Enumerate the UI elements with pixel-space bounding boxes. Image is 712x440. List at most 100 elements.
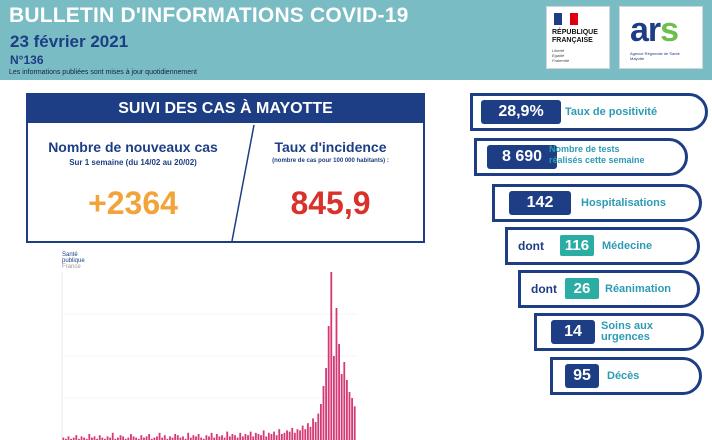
chart-bar (158, 432, 161, 440)
chart-bar (143, 437, 145, 440)
chart-bar (247, 435, 249, 440)
chart-bar (275, 435, 278, 440)
chart-bar (169, 436, 171, 440)
chart-bar (231, 434, 234, 440)
chart-bar (202, 438, 205, 440)
chart-bar (179, 437, 182, 440)
incidence-subtitle: (nombre de cas pour 100 000 habitants) : (272, 158, 389, 164)
chart-bar (327, 326, 330, 440)
indicator-label: Hospitalisations (581, 196, 666, 209)
chart-bar (184, 438, 187, 440)
chart-bar (104, 438, 106, 440)
chart-bar (228, 436, 231, 440)
chart-bar (265, 436, 268, 440)
chart-bar (273, 431, 275, 440)
chart-bar (218, 436, 221, 440)
chart-bar (117, 437, 119, 440)
chart-bar (291, 428, 294, 440)
indicator-value: 116 (560, 235, 594, 256)
chart-bar (166, 438, 169, 440)
chart-bar (288, 431, 291, 440)
chart-bar (72, 437, 75, 440)
chart-bar (171, 437, 174, 440)
indicator-prefix: dont (531, 282, 557, 296)
chart-bar (280, 434, 283, 440)
indicator-label-line: Nombre de tests (549, 144, 620, 154)
chart-bar (317, 413, 320, 440)
chart-bar (137, 438, 140, 440)
chart-bar (174, 434, 177, 440)
indicator-label: Soins aux urgences (601, 320, 653, 343)
chart-bar (176, 435, 179, 440)
chart-bar (215, 434, 218, 440)
chart-bar (67, 436, 70, 440)
update-note: Les informations publiées sont mises à j… (9, 69, 197, 76)
chart-bar (88, 434, 91, 440)
indicator-value: 28,9% (481, 100, 561, 124)
cases-summary-panel: SUIVI DES CAS À MAYOTTE Nombre de nouvea… (26, 93, 425, 243)
chart-bar (153, 437, 156, 440)
chart-bar (309, 426, 312, 440)
chart-bar (109, 437, 112, 440)
ars-wordmark: ars (630, 11, 679, 49)
ars-sub-2: Mayotte (630, 56, 645, 61)
chart-bar (325, 368, 327, 440)
chart-bar (286, 430, 288, 440)
bulletin-date: 23 février 2021 (10, 32, 129, 51)
chart-bar (257, 434, 260, 440)
chart-bar (296, 429, 299, 440)
chart-bar (140, 435, 143, 440)
daily-cases-chart (61, 272, 356, 440)
chart-bar (93, 436, 96, 440)
chart-bar (314, 422, 317, 440)
chart-bar (148, 434, 151, 440)
chart-bar (293, 432, 296, 440)
chart-bar (353, 406, 356, 440)
chart-bar (252, 436, 255, 440)
chart-bar (130, 434, 132, 440)
chart-bar (200, 437, 203, 440)
chart-bar (132, 436, 135, 440)
chart-bar (278, 429, 281, 440)
chart-bar (348, 392, 351, 440)
incidence-title: Taux d'incidence (274, 139, 387, 155)
chart-bar (340, 374, 343, 440)
chart-bar (189, 437, 192, 440)
rf-line1: RÉPUBLIQUE (552, 29, 598, 36)
chart-bar (306, 423, 309, 440)
incidence-value: 845,9 (290, 185, 371, 221)
chart-bar (267, 432, 270, 440)
chart-bar (343, 362, 346, 440)
indicator-card: 28,9% Taux de positivité (470, 93, 708, 131)
chart-bar (197, 434, 200, 440)
chart-bar (145, 436, 148, 440)
indicator-prefix: dont (518, 239, 544, 253)
indicator-label: Réanimation (605, 282, 672, 295)
chart-bar (187, 432, 190, 440)
indicator-value: 95 (565, 364, 599, 388)
chart-bar (80, 436, 83, 440)
rf-line2: FRANÇAISE (552, 37, 593, 44)
chart-bar (249, 431, 252, 440)
chart-bar (319, 404, 322, 440)
chart-bar (192, 435, 195, 440)
indicator-value: 26 (565, 278, 599, 299)
chart-bar (345, 380, 348, 440)
indicator-card: 142 Hospitalisations (492, 184, 702, 222)
chart-bar (236, 437, 239, 440)
chart-bar (213, 437, 216, 440)
chart-bar (262, 430, 265, 440)
chart-bar (301, 425, 304, 440)
cases-summary-heading: SUIVI DES CAS À MAYOTTE (28, 95, 423, 123)
chart-bar (270, 434, 273, 440)
chart-bar (91, 437, 93, 440)
sp-line1: Santé (62, 252, 78, 258)
new-cases-period: Sur 1 semaine (du 14/02 au 20/02) (69, 158, 197, 167)
chart-bar (127, 437, 130, 440)
header-banner: BULLETIN D'INFORMATIONS COVID-19 23 févr… (0, 0, 712, 80)
indicator-label: Taux de positivité (565, 105, 658, 118)
indicator-value: 142 (509, 191, 571, 215)
panel-divider (231, 124, 255, 241)
chart-bar (64, 438, 67, 440)
chart-bar (223, 437, 226, 440)
